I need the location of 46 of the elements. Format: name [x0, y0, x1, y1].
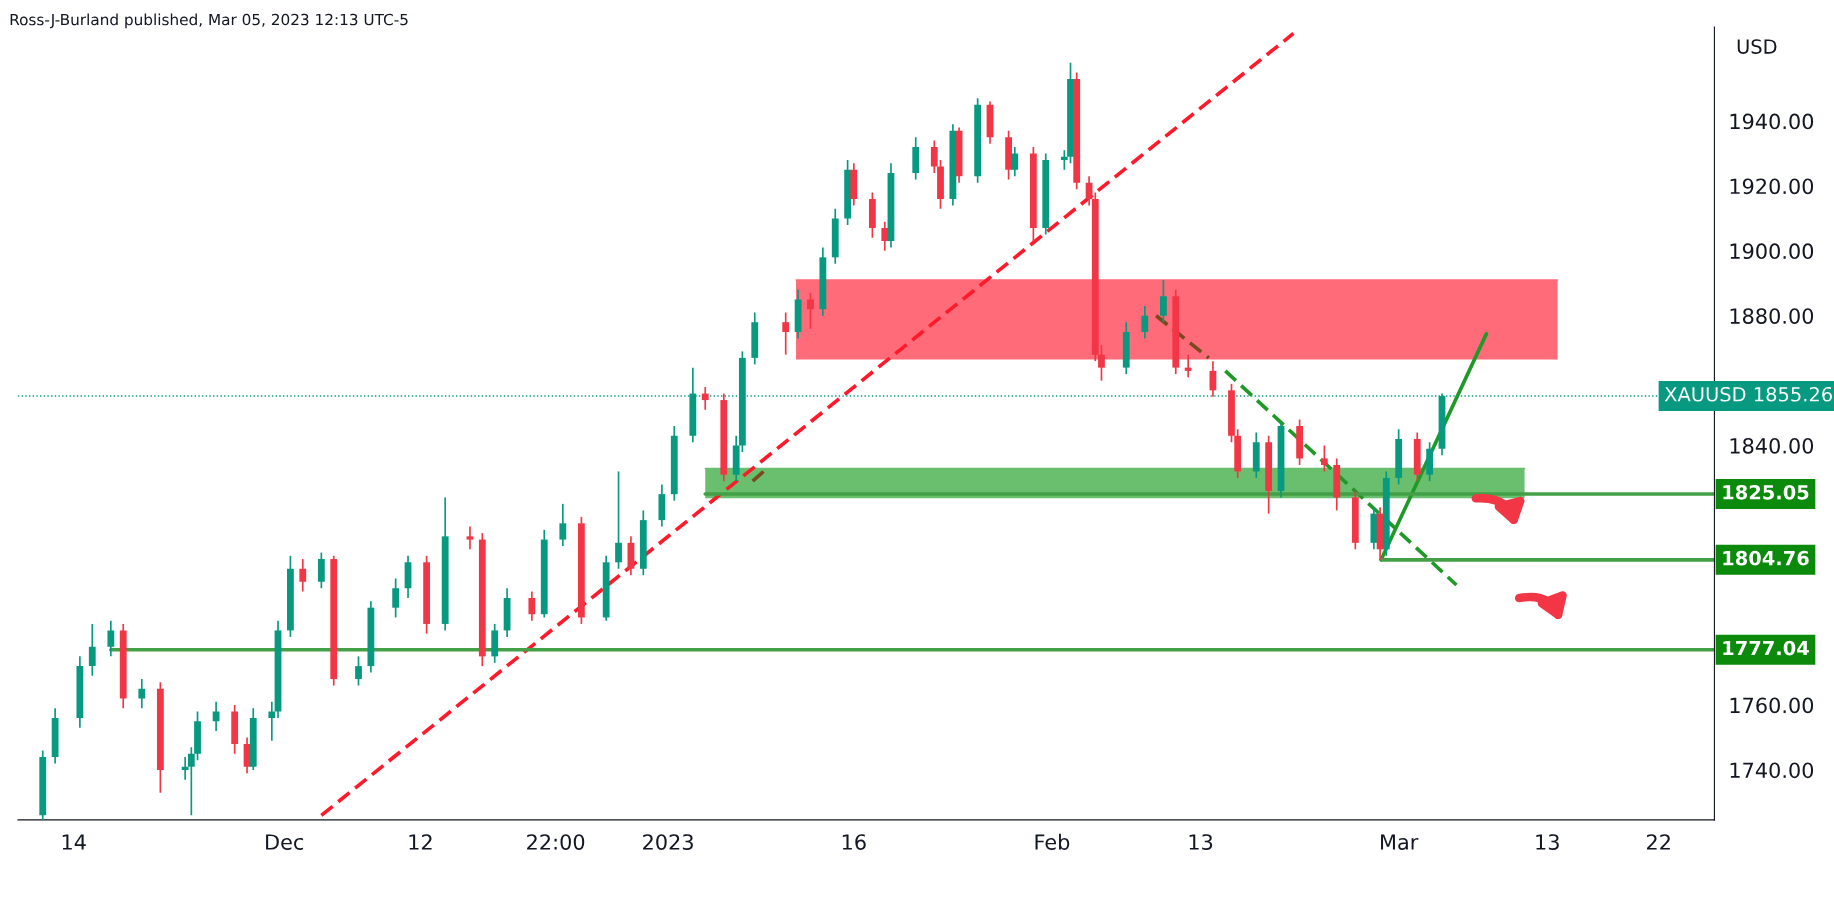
candlestick [1141, 305, 1149, 340]
candlestick [317, 551, 325, 590]
y-tick-label: 1900.00 [1730, 243, 1814, 260]
ref-line-label: XAUUSD 1855.26 [1664, 386, 1832, 402]
y-tick-label: 1940.00 [1730, 113, 1814, 130]
candlestick [268, 700, 276, 742]
candlestick [1011, 146, 1019, 178]
candlestick [299, 558, 307, 593]
y-tick-label: 1740.00 [1730, 762, 1814, 779]
y-tick-label: 1760.00 [1730, 697, 1814, 714]
y-tick-label: 1920.00 [1730, 178, 1814, 195]
x-tick-label: 13 [1536, 834, 1559, 850]
y-axis-title: USD [1737, 39, 1777, 54]
candlestick [1320, 444, 1328, 473]
x-tick-label: 22:00 [527, 834, 585, 850]
candlestick [355, 655, 362, 687]
series-label: 1804.76 [1723, 550, 1809, 566]
candlestick [466, 525, 474, 551]
candlestick [88, 623, 96, 677]
x-tick-label: 22 [1646, 834, 1670, 850]
series-label: 1777.04 [1723, 640, 1809, 656]
x-tick-label: 2023 [643, 834, 693, 850]
x-tick-label: 14 [62, 834, 86, 850]
y-tick-label: 1840.00 [1730, 437, 1814, 454]
x-tick-label: Mar [1381, 834, 1419, 850]
candlestick [881, 220, 889, 252]
candlestick [212, 700, 220, 732]
candlestick [392, 577, 400, 619]
x-tick-label: Dec [266, 834, 304, 850]
candlestick [1159, 279, 1167, 324]
candlestick [107, 619, 115, 658]
candlestick [528, 590, 536, 622]
candlestick [615, 470, 622, 570]
x-tick-label: 12 [409, 834, 432, 850]
candlestick [559, 503, 567, 547]
series-label: 1825.05 [1723, 484, 1809, 500]
candlestick [1184, 353, 1192, 379]
candlestick [138, 678, 146, 710]
candlestick [782, 311, 790, 356]
x-tick-label: 16 [842, 834, 866, 850]
x-tick-label: 13 [1189, 834, 1213, 850]
y-tick-label: 1880.00 [1730, 308, 1814, 324]
annotation: Ross-J-Burland published, Mar 05, 2023 12:13 UTC-5 [10, 13, 408, 29]
x-tick-label: Feb [1035, 833, 1070, 850]
candlestick [701, 386, 709, 411]
candlestick [807, 292, 814, 330]
